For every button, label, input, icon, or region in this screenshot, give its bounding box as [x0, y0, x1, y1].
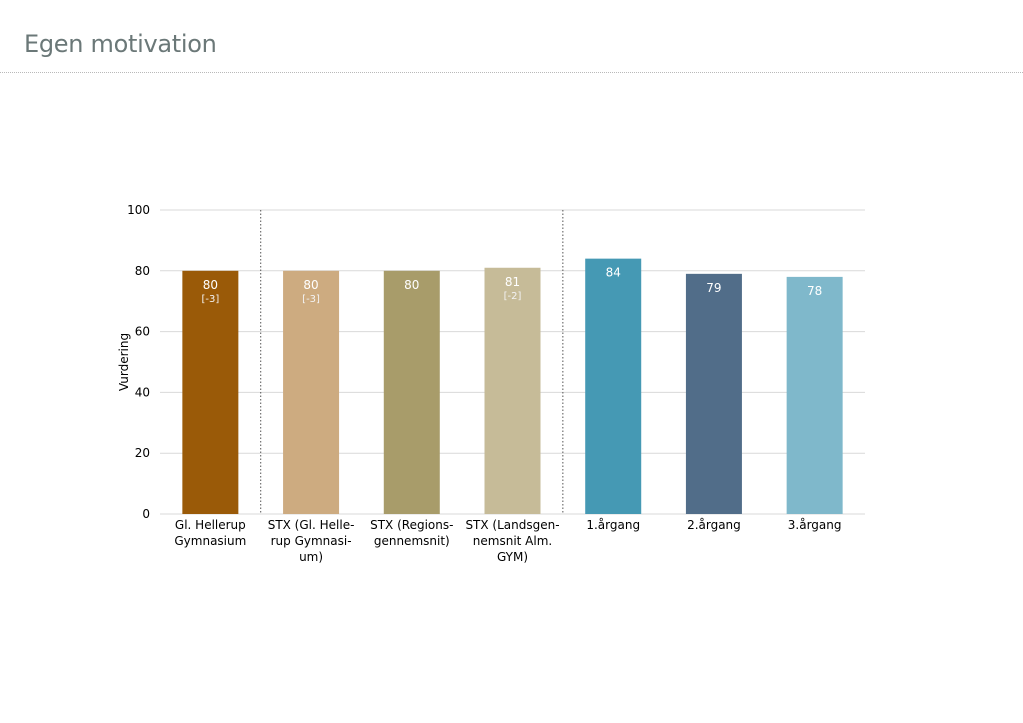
- y-tick-label: 0: [142, 507, 150, 521]
- x-category-label: Gl. Hellerup: [175, 518, 246, 532]
- value-label: 81: [505, 275, 520, 289]
- bar: [182, 270, 239, 514]
- x-category-label: STX (Landsgen-: [465, 518, 559, 532]
- bar: [585, 258, 642, 514]
- bar: [383, 270, 440, 514]
- value-label: 80: [404, 278, 419, 292]
- x-category-label: nemsnit Alm.: [473, 534, 552, 548]
- y-tick-label: 100: [127, 203, 150, 217]
- x-category-label: rup Gymnasi-: [271, 534, 352, 548]
- x-category-label: um): [299, 550, 323, 564]
- title-divider: [0, 72, 1023, 73]
- difference-label: [-3]: [201, 294, 219, 305]
- x-category-label: 1.årgang: [586, 518, 640, 532]
- group-separators: [260, 210, 564, 514]
- axes: 0 20 40 60 80 100 Vurdering Gl. Hellerup Gymnasi…: [117, 203, 842, 564]
- difference-label: [-3]: [302, 294, 320, 305]
- value-label: 80: [203, 278, 218, 292]
- x-category-label: 3.årgang: [788, 518, 842, 532]
- difference-label: [-2]: [504, 291, 522, 302]
- bars: [182, 258, 843, 514]
- x-category-label: STX (Gl. Helle-: [268, 518, 355, 532]
- value-label: 79: [706, 281, 721, 295]
- value-label: 84: [606, 266, 621, 280]
- x-category-label: gennemsnit): [374, 534, 450, 548]
- bar: [283, 270, 340, 514]
- bar: [786, 276, 843, 514]
- x-category-label: STX (Regions-: [370, 518, 453, 532]
- x-category-label: GYM): [497, 550, 528, 564]
- x-category-label: Gymnasium: [174, 534, 246, 548]
- y-axis-title: Vurdering: [117, 333, 131, 391]
- y-tick-label: 40: [135, 385, 150, 399]
- value-label: 78: [807, 284, 822, 298]
- y-tick-label: 60: [135, 325, 150, 339]
- bar: [685, 273, 742, 514]
- value-label: 80: [303, 278, 318, 292]
- bar: [484, 267, 541, 514]
- x-category-label: 2.årgang: [687, 518, 741, 532]
- data-labels: 80 [-3] 80 [-3] 80 81 [-2] 84 79 78: [201, 266, 822, 305]
- page-title: Egen motivation: [24, 30, 217, 58]
- y-tick-label: 20: [135, 446, 150, 460]
- y-tick-label: 80: [135, 264, 150, 278]
